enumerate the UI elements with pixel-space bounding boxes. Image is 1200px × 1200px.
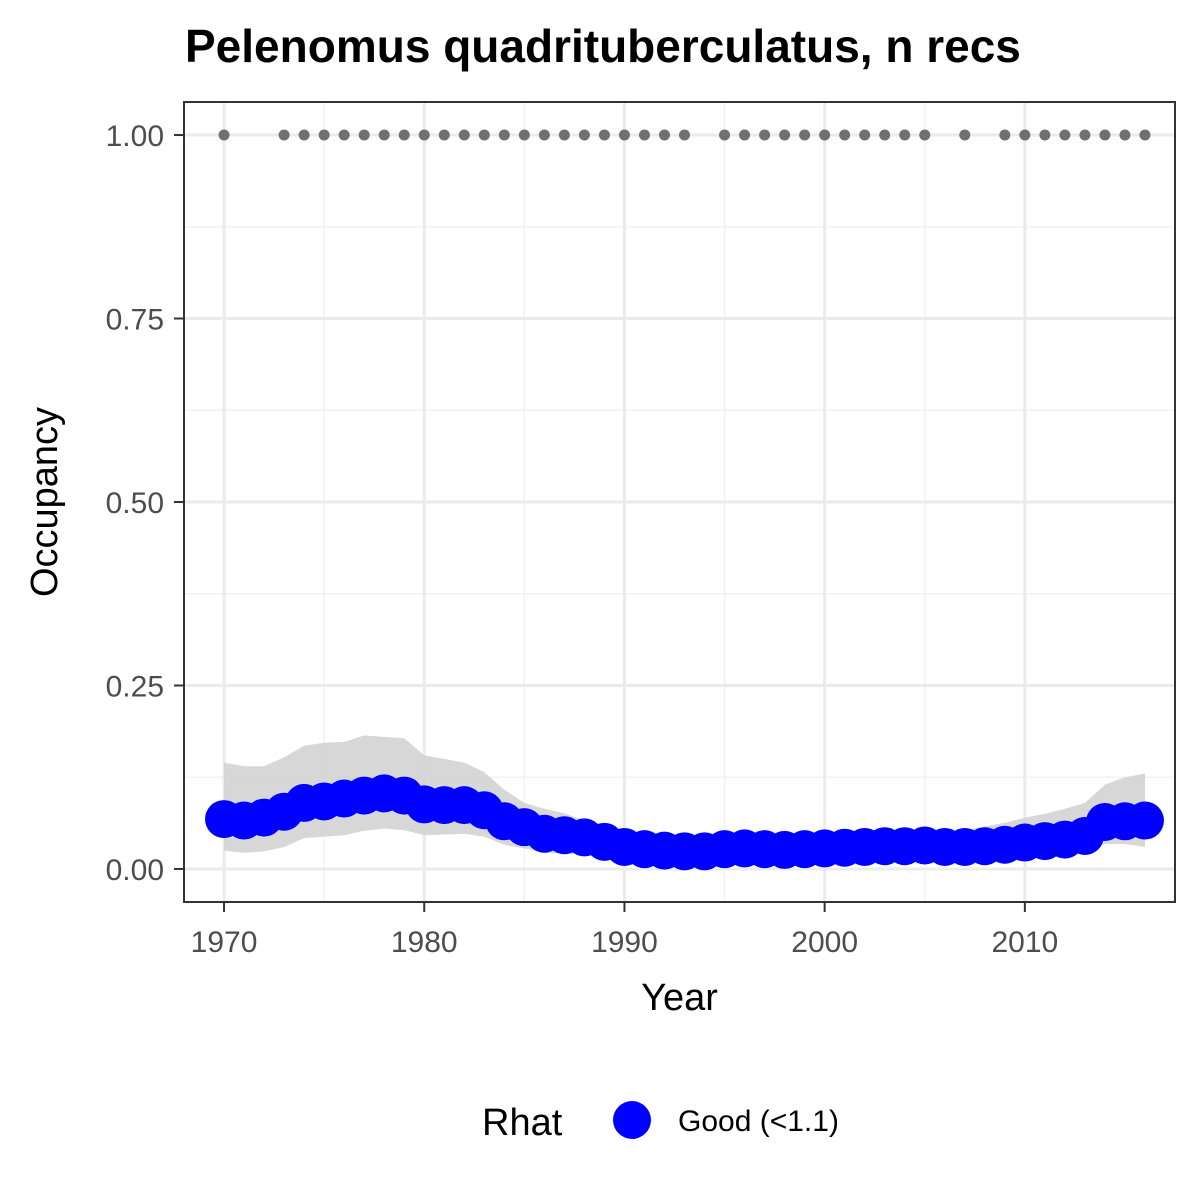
record-point bbox=[398, 129, 410, 141]
record-point bbox=[1099, 129, 1111, 141]
record-point bbox=[1139, 129, 1151, 141]
record-point bbox=[538, 129, 550, 141]
legend-key-good bbox=[613, 1101, 651, 1139]
y-tick-label: 0.50 bbox=[106, 487, 164, 520]
record-point bbox=[518, 129, 530, 141]
record-point bbox=[1119, 129, 1131, 141]
record-point bbox=[658, 129, 670, 141]
y-tick-label: 1.00 bbox=[106, 120, 164, 153]
record-point bbox=[759, 129, 771, 141]
record-point bbox=[779, 129, 791, 141]
legend-title: Rhat bbox=[482, 1102, 563, 1144]
y-tick-label: 0.00 bbox=[106, 854, 164, 887]
record-point bbox=[1059, 129, 1071, 141]
x-tick-label: 2010 bbox=[991, 926, 1058, 959]
x-tick-label: 1970 bbox=[191, 926, 258, 959]
record-point bbox=[278, 129, 290, 141]
record-point bbox=[358, 129, 370, 141]
record-point bbox=[679, 129, 691, 141]
record-point bbox=[819, 129, 831, 141]
x-axis: 1970 1980 1990 2000 2010 bbox=[191, 902, 1058, 959]
x-axis-title: Year bbox=[641, 977, 718, 1019]
x-tick-label: 1990 bbox=[591, 926, 658, 959]
x-tick-label: 2000 bbox=[791, 926, 858, 959]
record-point bbox=[418, 129, 430, 141]
record-point bbox=[638, 129, 650, 141]
record-point bbox=[298, 129, 310, 141]
confidence-ribbon-layer bbox=[224, 735, 1145, 861]
record-point bbox=[959, 129, 971, 141]
occupancy-point bbox=[1125, 801, 1164, 840]
record-point bbox=[859, 129, 871, 141]
record-point bbox=[999, 129, 1011, 141]
record-point bbox=[1019, 129, 1031, 141]
record-point bbox=[919, 129, 931, 141]
legend-label-good: Good (<1.1) bbox=[678, 1105, 839, 1138]
record-point bbox=[558, 129, 570, 141]
x-tick-label: 1980 bbox=[391, 926, 458, 959]
chart-title: Pelenomus quadrituberculatus, n recs bbox=[185, 20, 1021, 72]
legend: Rhat Good (<1.1) bbox=[482, 1101, 839, 1144]
record-points-layer bbox=[218, 129, 1151, 141]
record-point bbox=[799, 129, 811, 141]
record-point bbox=[598, 129, 610, 141]
record-point bbox=[478, 129, 490, 141]
record-point bbox=[839, 129, 851, 141]
record-point bbox=[458, 129, 470, 141]
record-point bbox=[739, 129, 751, 141]
record-point bbox=[578, 129, 590, 141]
y-tick-label: 0.75 bbox=[106, 304, 164, 337]
record-point bbox=[1039, 129, 1051, 141]
y-axis-title: Occupancy bbox=[24, 407, 66, 597]
record-point bbox=[719, 129, 731, 141]
y-tick-label: 0.25 bbox=[106, 670, 164, 703]
confidence-ribbon bbox=[224, 735, 1145, 861]
occupancy-points-layer bbox=[205, 774, 1164, 871]
y-axis: 0.00 0.25 0.50 0.75 1.00 bbox=[106, 120, 184, 887]
record-point bbox=[879, 129, 891, 141]
record-point bbox=[378, 129, 390, 141]
record-point bbox=[498, 129, 510, 141]
record-point bbox=[1079, 129, 1091, 141]
record-point bbox=[899, 129, 911, 141]
record-point bbox=[318, 129, 330, 141]
record-point bbox=[438, 129, 450, 141]
record-point bbox=[338, 129, 350, 141]
record-point bbox=[218, 129, 230, 141]
record-point bbox=[618, 129, 630, 141]
